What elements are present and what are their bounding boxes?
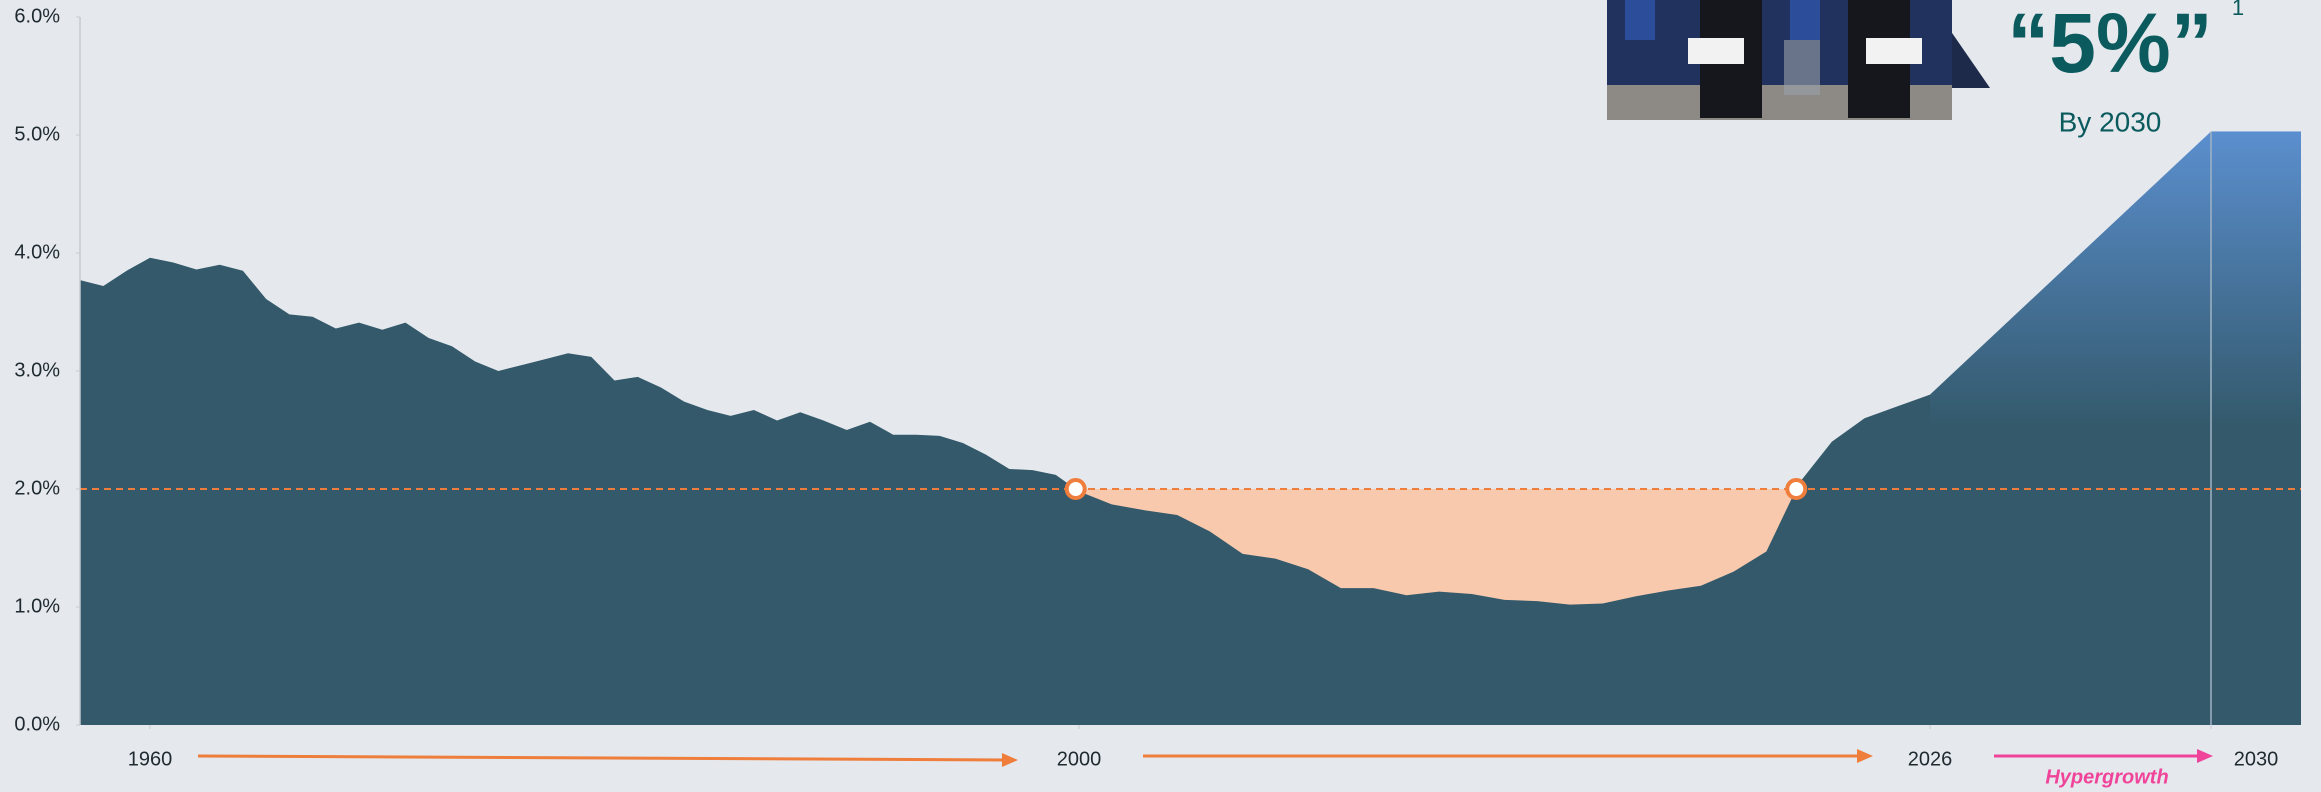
projection-area	[1930, 131, 2211, 725]
x-tick-label: 2000	[1057, 748, 1102, 770]
x-tick-label: 2026	[1908, 748, 1953, 770]
y-tick-label: 3.0%	[14, 359, 60, 381]
footnote-marker: 1	[2232, 0, 2244, 20]
y-tick-label: 1.0%	[14, 595, 60, 617]
x-tick-label: 2030	[2234, 748, 2279, 770]
x-tick-label: 1960	[128, 748, 173, 770]
chart: 0.0% 1.0% 2.0% 3.0% 4.0% 5.0% 6.0% 1960 2000 2026…	[0, 0, 2321, 792]
plot-area: 0.0% 1.0% 2.0% 3.0% 4.0% 5.0% 6.0% 1960 2000 2026…	[14, 5, 2301, 770]
y-tick-label: 0.0%	[14, 713, 60, 735]
y-tick-label: 5.0%	[14, 123, 60, 145]
phase-label: Hypergrowth	[2045, 766, 2168, 788]
y-tick-label: 6.0%	[14, 5, 60, 27]
target-crossing	[1787, 480, 1805, 498]
headline: “5%”	[2007, 0, 2212, 90]
y-tick-label: 2.0%	[14, 477, 60, 499]
target-crossing	[1067, 480, 1085, 498]
projection-plateau	[2211, 131, 2301, 725]
y-tick-label: 4.0%	[14, 241, 60, 263]
photo	[1607, 0, 1990, 120]
headline-subtitle: By 2030	[2059, 106, 2162, 137]
